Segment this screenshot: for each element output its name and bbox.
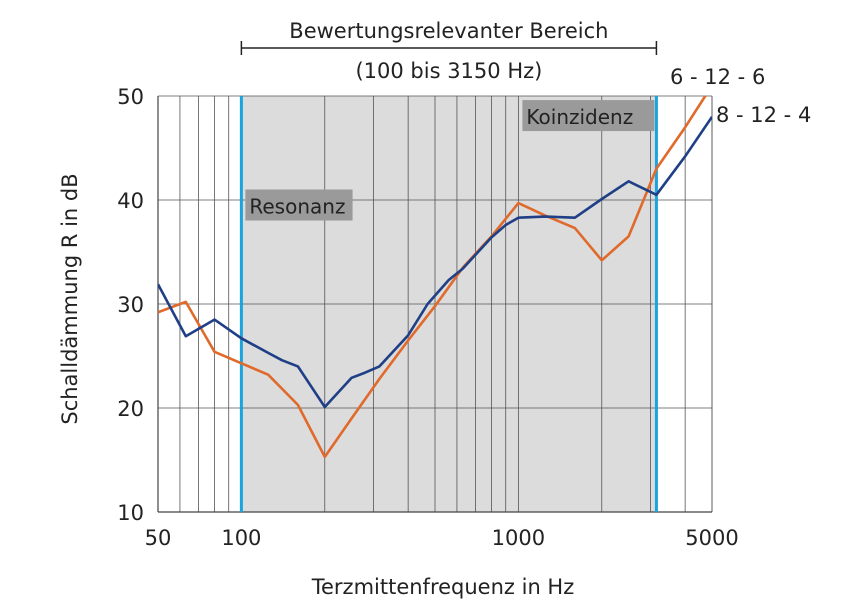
x-tick-label: 1000 <box>492 526 545 550</box>
y-tick-label: 10 <box>117 501 144 525</box>
x-tick-label: 5000 <box>685 526 738 550</box>
y-tick-label: 30 <box>117 293 144 317</box>
series-line-1 <box>158 96 707 459</box>
x-tick-label: 100 <box>221 526 261 550</box>
series-label-1: 6 - 12 - 6 <box>670 65 765 89</box>
annotation-label: Koinzidenz <box>526 105 633 129</box>
relevant-range-sublabel: (100 bis 3150 Hz) <box>355 59 542 83</box>
x-tick-labels: 50 100 1000 5000 <box>145 526 739 550</box>
annotations: Resonanz Koinzidenz <box>245 100 655 221</box>
y-tick-label: 20 <box>117 397 144 421</box>
y-tick-label: 40 <box>117 189 144 213</box>
x-axis-label: Terzmittenfrequenz in Hz <box>311 575 575 599</box>
series-group <box>158 96 712 459</box>
relevant-range-bracket <box>240 41 658 55</box>
y-tick-labels: 10 20 30 40 50 <box>117 85 144 525</box>
y-axis-label: Schalldämmung R in dB <box>58 173 82 424</box>
range-lines <box>239 96 658 512</box>
annotation-koinzidenz: Koinzidenz <box>522 100 655 132</box>
annotation-box <box>245 189 353 221</box>
annotation-label: Resonanz <box>249 195 345 219</box>
series-label-2: 8 - 12 - 4 <box>716 103 811 127</box>
y-tick-label: 50 <box>117 85 144 109</box>
annotation-resonanz: Resonanz <box>245 189 353 221</box>
relevant-range-label: Bewertungsrelevanter Bereich <box>289 19 608 43</box>
series-labels: 6 - 12 - 6 8 - 12 - 4 <box>670 65 811 127</box>
annotation-box <box>522 100 655 132</box>
series-line-2 <box>158 116 712 409</box>
x-tick-label: 50 <box>145 526 172 550</box>
